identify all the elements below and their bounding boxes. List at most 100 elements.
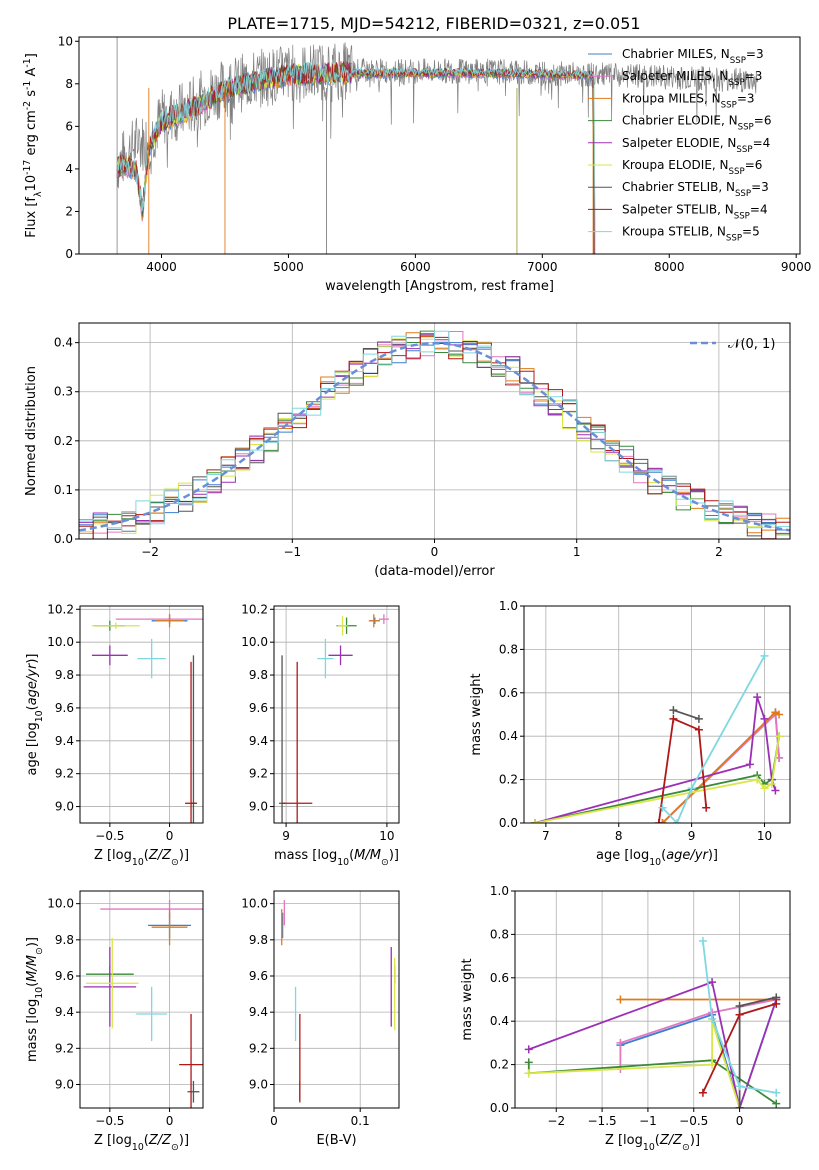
label-run: 10 <box>757 829 772 843</box>
y-tick-label: 9.6 <box>249 701 268 715</box>
legend-entry: Chabrier MILES, NSSP=3 <box>622 47 764 66</box>
legend-entry: Chabrier ELODIE, NSSP=6 <box>622 114 771 133</box>
x-tick-label: −1.5 <box>588 1114 617 1128</box>
label-run: age [log <box>596 848 649 863</box>
series-line <box>702 940 777 1094</box>
label-run: 10.2 <box>241 602 268 616</box>
y-tick-label: 2 <box>65 204 73 218</box>
label-run: 1 <box>573 545 581 559</box>
x-tick-label: 7000 <box>527 260 558 274</box>
label-script: -2 <box>22 101 33 110</box>
label-run: 0.4 <box>499 729 518 743</box>
axes-frame <box>273 890 400 1109</box>
label-run: Z [log <box>94 848 132 863</box>
y-tick-label: 9.0 <box>55 800 74 814</box>
panel-spectrum: 4000 5000 6000 7000 8000 9000 0 2 4 6 8 10 wavelengt… <box>22 34 812 294</box>
axes-frame <box>79 605 204 824</box>
label-run: 0 <box>270 1114 278 1128</box>
series-marker <box>530 819 539 823</box>
label-run: )] <box>690 1133 700 1148</box>
label-run: 0.3 <box>54 385 73 399</box>
plot-area <box>524 936 781 1108</box>
y-tick-label: 9.8 <box>55 668 74 682</box>
y-tick-label: 9.8 <box>55 933 74 947</box>
series-marker <box>694 725 703 734</box>
label-run: 9.4 <box>249 1005 268 1019</box>
series-marker <box>760 651 769 660</box>
y-axis-label: age [log10(age/yr)] <box>25 653 45 775</box>
series-marker <box>745 760 754 769</box>
label-run: 9.0 <box>55 800 74 814</box>
label-run: )] <box>25 937 40 947</box>
y-tick-label: 0.2 <box>54 434 73 448</box>
label-run: ( <box>349 848 354 863</box>
label-run: 9 <box>688 829 696 843</box>
label-run: −2 <box>141 545 159 559</box>
x-axis-label: age [log10(age/yr)] <box>596 848 718 868</box>
label-script: 10 <box>649 857 661 868</box>
label-run: Normed distribution <box>24 366 39 496</box>
label-run: )] <box>179 848 189 863</box>
y-tick-label: 0.3 <box>54 385 73 399</box>
y-tick-label: 9.4 <box>249 734 268 748</box>
label-run: Salpeter STELIB, N <box>622 202 734 216</box>
label-script: -1 <box>22 81 33 90</box>
series-marker <box>616 995 625 1004</box>
label-run: −1 <box>639 1114 657 1128</box>
label-run: 9.4 <box>55 734 74 748</box>
spectrum-model-line <box>116 63 596 254</box>
label-script: SSP <box>726 234 742 244</box>
label-run: 9.8 <box>55 933 74 947</box>
label-run: =4 <box>753 136 771 150</box>
label-run: Z/Z <box>148 848 172 863</box>
label-run: )] <box>25 653 40 663</box>
x-tick-label: 9 <box>688 829 696 843</box>
x-tick-label: 0 <box>431 545 439 559</box>
panel-age_vs_Z: −0.5 09.09.29.49.69.810.010.2Z [log10(Z/Z… <box>25 602 204 868</box>
x-tick-label: 8 <box>615 829 623 843</box>
legend-entry: 𝒩(0, 1) <box>728 337 775 352</box>
series-marker <box>708 978 717 987</box>
y-tick-label: 9.0 <box>55 1077 74 1091</box>
spectrum-model-line <box>116 61 595 254</box>
label-run: 0 <box>736 1114 744 1128</box>
spectrum-model-line <box>116 62 595 254</box>
label-run: M/M <box>354 848 381 863</box>
plot-area <box>83 900 203 1108</box>
label-run: mass [log <box>274 848 337 863</box>
x-tick-label: −1 <box>283 545 301 559</box>
y-tick-label: 0.2 <box>499 773 518 787</box>
label-script: 10 <box>337 857 349 868</box>
label-run: Salpeter MILES, N <box>622 69 729 83</box>
series-marker <box>669 706 678 715</box>
label-run: Kroupa ELODIE, N <box>622 158 729 172</box>
y-tick-label: 9.4 <box>249 1005 268 1019</box>
x-tick-label: 5000 <box>273 260 304 274</box>
x-tick-label: 0 <box>166 1114 174 1128</box>
label-run: 10.0 <box>241 897 268 911</box>
plot-area <box>281 900 396 1103</box>
label-run: 0 <box>431 545 439 559</box>
label-script: -1 <box>22 58 33 67</box>
label-script: 10 <box>132 857 144 868</box>
spectrum-data-line <box>116 42 759 189</box>
label-run: 6000 <box>400 260 431 274</box>
series-marker <box>708 1060 717 1069</box>
y-tick-label: 9.6 <box>249 969 268 983</box>
label-run: age/yr <box>666 848 709 863</box>
y-tick-label: 0.8 <box>490 927 509 941</box>
label-run: 0 <box>166 829 174 843</box>
label-run: erg cm <box>24 110 39 159</box>
label-run: ( <box>661 848 666 863</box>
y-tick-label: 0 <box>65 247 73 261</box>
label-run: 0 <box>65 247 73 261</box>
label-run: ( <box>655 1133 660 1148</box>
x-tick-label: 2 <box>715 545 723 559</box>
series-marker <box>524 1045 533 1054</box>
panel-residual_histogram: −2 −1 0 1 2 0.0 0.1 0.2 0.3 0.4 (data-model)/error… <box>24 322 791 579</box>
label-run: 0.2 <box>499 773 518 787</box>
label-script: 10 <box>643 1142 655 1153</box>
error-bar-point <box>378 614 389 625</box>
label-run: )] <box>179 1133 189 1148</box>
label-run: 9.8 <box>249 933 268 947</box>
